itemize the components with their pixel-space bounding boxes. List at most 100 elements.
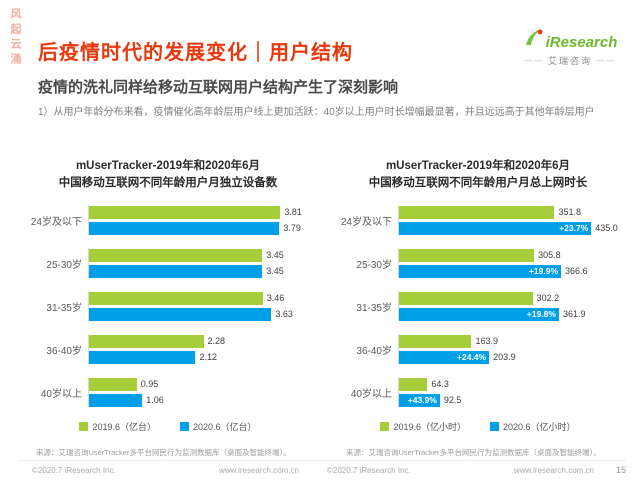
bar-row: 3.45: [89, 264, 310, 278]
value-label: 3.45: [266, 250, 284, 261]
category-label: 24岁及以下: [30, 216, 82, 228]
website-right: www.iresearch.com.cn: [513, 465, 594, 475]
bar-row: 302.2: [399, 291, 620, 305]
chart-title-line2: 中国移动互联网不同年龄用户月总上网时长: [368, 176, 588, 189]
legend-label: 2019.6（亿台）: [92, 422, 156, 433]
bar-track: 305.8 +19.9% 366.6: [398, 248, 620, 279]
value-label: 92.5: [443, 395, 462, 406]
footer-bar: ©2020.7 iResearch Inc. www.iresearch.com…: [18, 460, 626, 475]
bar-group: 36-40岁 163.9 +24.4% 203.9: [336, 334, 620, 365]
bar-series-0: [399, 248, 535, 262]
value-label: 3.79: [283, 223, 301, 234]
chart-title-line1: mUserTracker-2019年和2020年6月: [385, 160, 571, 172]
bar-row: 3.45: [89, 248, 310, 262]
bar-row: 305.8: [399, 248, 620, 262]
legend-item: 2020.6（亿台）: [180, 420, 257, 433]
legend: 2019.6（亿台） 2020.6（亿台）: [26, 420, 310, 433]
bar-row: 2.28: [89, 334, 310, 348]
bar-track: 3.46 3.63: [88, 291, 310, 322]
source-note-right: 来源：艾瑞咨询UserTracker多平台网民行为监测数据库（桌面及智能终端）。: [346, 448, 601, 457]
category-label: 24岁及以下: [340, 216, 392, 228]
value-label: 3.63: [275, 309, 293, 320]
growth-label: +24.4%: [457, 352, 487, 363]
value-label: 351.8: [558, 207, 582, 218]
category-label: 31-35岁: [46, 302, 82, 314]
bar-row: 3.46: [89, 291, 310, 305]
bar-series-0: [89, 334, 204, 348]
bar-group: 24岁及以下 351.8 +23.7% 435.0: [336, 205, 620, 236]
logo-dash-left: ——: [523, 56, 544, 65]
legend-swatch: [79, 422, 89, 432]
logo-dash-right: ——: [596, 56, 616, 65]
bar-row: 1.06: [89, 393, 310, 407]
legend-swatch: [180, 422, 189, 432]
bar-series-1: [89, 264, 263, 278]
chart-devices: mUserTracker-2019年和2020年6月 中国移动互联网不同年龄用户…: [26, 158, 310, 433]
bar-track: 3.45 3.45: [88, 248, 310, 279]
bar-series-1: +19.8%: [399, 307, 559, 321]
source-note-left: 来源：艾瑞咨询UserTracker多平台网民行为监测数据库（桌面及智能终端）。: [36, 448, 291, 457]
bar-series-1: +43.9%: [399, 393, 440, 407]
value-label: 3.81: [284, 207, 302, 218]
bar-row: +19.8% 361.9: [399, 307, 620, 321]
value-label: 2.28: [207, 336, 226, 347]
value-label: 0.95: [140, 379, 159, 390]
growth-label: +43.9%: [407, 395, 437, 406]
legend-label: 2020.6（亿小时）: [503, 422, 576, 433]
chart-title-line1: mUserTracker-2019年和2020年6月: [75, 160, 261, 172]
value-label: 64.3: [431, 379, 449, 390]
chart-title-line2: 中国移动互联网不同年龄用户月独立设备数: [58, 176, 278, 189]
value-label: 3.46: [266, 293, 285, 304]
bar-row: 3.81: [89, 205, 310, 219]
category-label: 31-35岁: [356, 302, 392, 314]
legend-item: 2020.6（亿小时）: [490, 420, 576, 433]
bar-series-0: [89, 377, 137, 391]
bar-group: 25-30岁 3.45 3.45: [26, 248, 310, 279]
growth-label: +19.9%: [528, 266, 559, 277]
bar-row: 0.95: [89, 377, 310, 391]
legend-swatch: [380, 422, 390, 432]
bar-series-0: [399, 291, 533, 305]
bar-group: 40岁以上 0.95 1.06: [26, 377, 310, 408]
category-label: 40岁以上: [350, 388, 392, 400]
bar-row: +24.4% 203.9: [399, 350, 620, 364]
bar-track: 2.28 2.12: [88, 334, 310, 365]
plot: 24岁及以下 351.8 +23.7% 435.0 25-30岁 305.8 +19.9% 3…: [336, 205, 620, 408]
value-label: 305.8: [538, 250, 561, 261]
bar-series-0: [89, 291, 263, 305]
body-paragraph: 1）从用户年龄分布来看，疫情催化高年龄层用户线上更加活跃：40岁以上用户时长增幅…: [38, 107, 595, 118]
bar-row: +23.7% 435.0: [399, 221, 620, 235]
value-label: 435.0: [595, 223, 618, 234]
value-label: 1.06: [146, 395, 164, 406]
bar-group: 36-40岁 2.28 2.12: [26, 334, 310, 365]
value-label: 361.9: [562, 309, 586, 320]
bar-series-1: [89, 350, 196, 364]
bar-group: 31-35岁 3.46 3.63: [26, 291, 310, 322]
website-left: www.iresearch.com.cn: [218, 465, 299, 475]
copyright-right: ©2020.7 iResearch Inc.: [327, 465, 411, 475]
side-ribbon-text: 风起云涌: [9, 8, 21, 68]
bar-series-0: [399, 205, 555, 219]
page-title: 后疫情时代的发展变化｜用户结构: [38, 42, 353, 64]
category-label: 40岁以上: [40, 388, 82, 400]
bar-row: 163.9: [399, 334, 620, 348]
bar-row: 2.12: [89, 350, 310, 364]
bar-group: 31-35岁 302.2 +19.8% 361.9: [336, 291, 620, 322]
bar-row: 64.3: [399, 377, 620, 391]
bar-track: 64.3 +43.9% 92.5: [398, 377, 620, 408]
bar-row: +43.9% 92.5: [399, 393, 620, 407]
value-label: 163.9: [475, 336, 498, 347]
bar-track: 3.81 3.79: [88, 205, 310, 236]
page-subtitle: 疫情的洗礼同样给移动互联网用户结构产生了深刻影响: [38, 79, 399, 96]
logo-cn-text: 艾瑞咨询: [547, 56, 592, 66]
legend-item: 2019.6（亿小时）: [380, 420, 466, 433]
leaf-logo-icon: [523, 28, 543, 51]
value-label: 203.9: [493, 352, 516, 363]
bar-row: 3.79: [89, 221, 310, 235]
footer-left-half: ©2020.7 iResearch Inc. www.iresearch.com…: [18, 466, 313, 475]
logo-wordmark: iResearch: [545, 34, 618, 51]
chart-title: mUserTracker-2019年和2020年6月 中国移动互联网不同年龄用户…: [26, 158, 310, 191]
value-label: 3.45: [266, 266, 284, 277]
bar-row: 351.8: [399, 205, 620, 219]
bar-series-1: +24.4%: [399, 350, 490, 364]
